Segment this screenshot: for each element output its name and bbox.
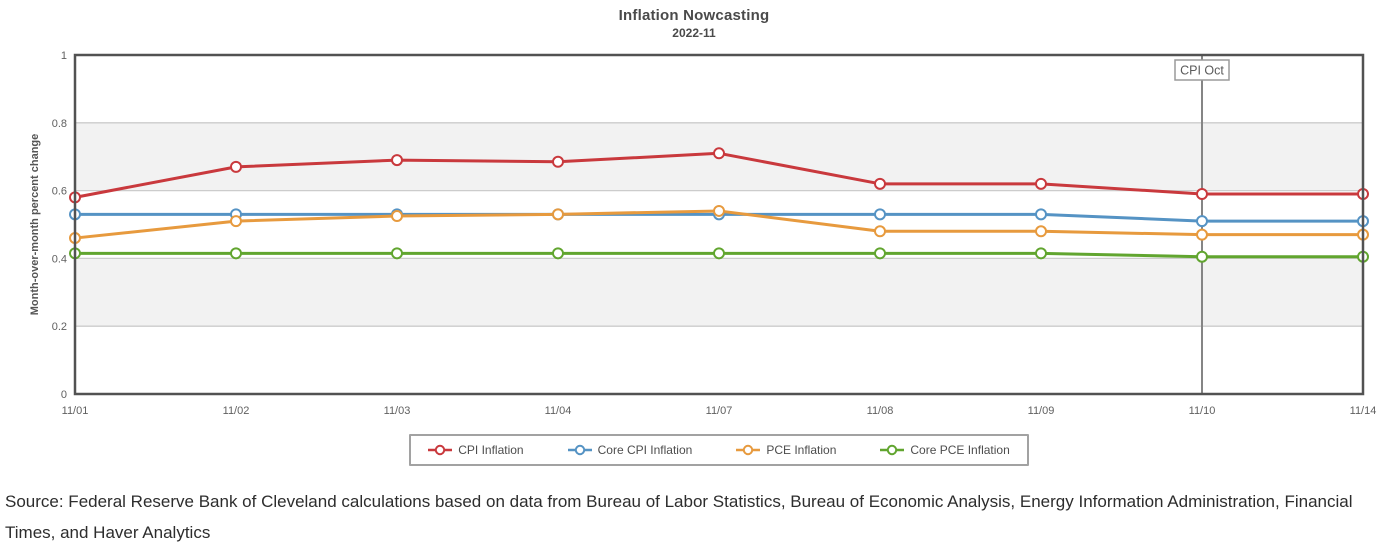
data-point-core-pce-inflation[interactable]	[552, 247, 564, 260]
x-tick-label: 11/08	[867, 405, 894, 417]
x-tick-label: 11/02	[223, 405, 250, 417]
legend-item-label: Core PCE Inflation	[910, 443, 1010, 457]
y-tick-label: 0.4	[52, 253, 67, 265]
legend-marker-icon	[567, 444, 592, 456]
data-point-core-pce-inflation[interactable]	[1196, 250, 1208, 263]
data-point-cpi-inflation[interactable]	[713, 147, 725, 160]
data-point-core-cpi-inflation[interactable]	[1035, 208, 1047, 221]
data-point-core-pce-inflation[interactable]	[1035, 247, 1047, 260]
x-tick-label: 11/07	[706, 405, 733, 417]
y-axis-title: Month-over-month percent change	[29, 134, 41, 316]
data-point-cpi-inflation[interactable]	[552, 155, 564, 168]
x-tick-label: 11/03	[384, 405, 411, 417]
legend-item-cpi-inflation[interactable]: CPI Inflation	[428, 443, 524, 457]
legend-marker-icon	[880, 444, 905, 456]
data-point-pce-inflation[interactable]	[552, 208, 564, 221]
legend-item-core-cpi-inflation[interactable]: Core CPI Inflation	[567, 443, 693, 457]
x-tick-label: 11/10	[1189, 405, 1216, 417]
y-tick-label: 0.8	[52, 118, 67, 130]
chart-title: Inflation Nowcasting	[618, 7, 770, 24]
legend-item-pce-inflation[interactable]: PCE Inflation	[736, 443, 836, 457]
legend-marker-icon	[736, 444, 761, 456]
data-point-pce-inflation[interactable]	[874, 225, 886, 238]
data-point-core-pce-inflation[interactable]	[874, 247, 886, 260]
chart-plot: CPI Oct 0 0.2 0.4 0.6 0.8 1 11/01 11/02 11/03 11/0…	[29, 50, 1377, 417]
y-tick-label: 1	[61, 50, 67, 62]
data-point-core-pce-inflation[interactable]	[713, 247, 725, 260]
x-tick-label: 11/01	[62, 405, 89, 417]
legend-marker-icon	[428, 444, 453, 456]
legend-item-core-pce-inflation[interactable]: Core PCE Inflation	[880, 443, 1010, 457]
legend-item-label: PCE Inflation	[766, 443, 837, 457]
data-point-pce-inflation[interactable]	[230, 215, 242, 228]
data-point-core-cpi-inflation[interactable]	[874, 208, 886, 221]
data-point-core-cpi-inflation[interactable]	[1196, 215, 1208, 228]
x-tick-label: 11/14	[1350, 405, 1377, 417]
chart-subtitle: 2022-11	[672, 26, 716, 40]
legend-item-label: CPI Inflation	[458, 443, 524, 457]
data-point-pce-inflation[interactable]	[1035, 225, 1047, 238]
plot-band	[75, 258, 1363, 327]
legend-container: CPI Inflation Core CPI Inflation PCE Infla…	[75, 434, 1363, 466]
y-tick-label: 0	[61, 389, 67, 401]
legend-item-label: Core CPI Inflation	[597, 443, 693, 457]
data-point-cpi-inflation[interactable]	[1196, 187, 1208, 200]
data-point-pce-inflation[interactable]	[1196, 228, 1208, 241]
data-point-pce-inflation[interactable]	[713, 204, 725, 217]
data-point-cpi-inflation[interactable]	[391, 154, 403, 167]
x-tick-label: 11/04	[545, 405, 572, 417]
source-note: Source: Federal Reserve Bank of Clevelan…	[5, 492, 1353, 542]
data-point-cpi-inflation[interactable]	[1035, 177, 1047, 190]
data-point-pce-inflation[interactable]	[391, 210, 403, 223]
y-tick-label: 0.6	[52, 186, 67, 198]
event-label: CPI Oct	[1180, 64, 1224, 78]
data-point-core-pce-inflation[interactable]	[391, 247, 403, 260]
data-point-cpi-inflation[interactable]	[230, 160, 242, 173]
legend: CPI Inflation Core CPI Inflation PCE Infla…	[409, 434, 1029, 466]
y-tick-label: 0.2	[52, 321, 67, 333]
data-point-core-pce-inflation[interactable]	[230, 247, 242, 260]
event-label-box	[1174, 59, 1230, 81]
data-point-cpi-inflation[interactable]	[874, 177, 886, 190]
plot-frame	[73, 53, 1365, 396]
x-tick-label: 11/09	[1028, 405, 1055, 417]
